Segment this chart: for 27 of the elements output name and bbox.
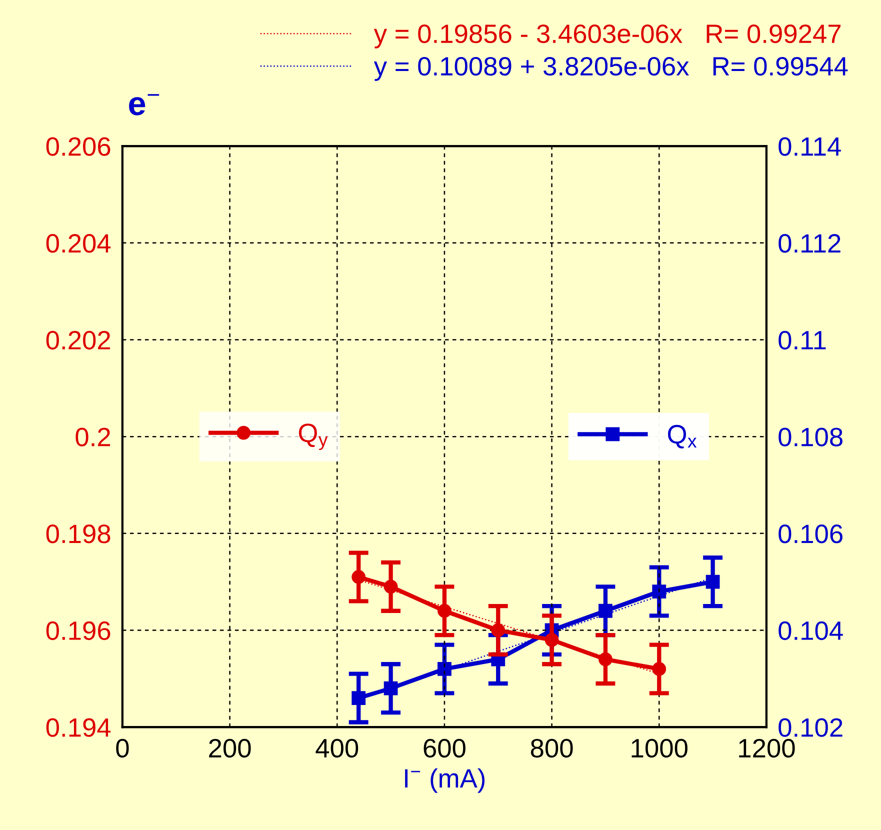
y-tick-label: 0.196 [46,621,110,640]
x-tick-label: 200 [209,738,251,758]
legend-label: y = 0.10089 + 3.8205e-06x R= 0.99544 [374,56,848,81]
x-tick-label: 400 [316,738,358,758]
chart-title: e$^{−}$ [129,94,160,116]
x-tick-label: 1000 [632,738,688,758]
x-tick-label: 800 [530,738,573,758]
legend-label: Q$_{y}$ [298,424,328,450]
y2-tick-label: 0.106 [778,524,842,544]
legend-label: y = 0.19856 - 3.4603e-06x R= 0.99247 [374,24,841,48]
y-tick-label: 0.2 [76,428,110,446]
y2-tick-label: 0.11 [778,330,826,350]
x-axis-title: I$^{−}$ (mA) [405,768,485,793]
legend-label: Q$_{x}$ [668,424,697,448]
y2-tick-label: 0.102 [778,718,842,737]
y2-tick-label: 0.112 [778,234,840,253]
y2-tick-label: 0.114 [778,137,841,156]
x-tick-label: 1200 [739,738,795,758]
y-tick-label: 0.206 [46,137,110,156]
y-tick-label: 0.202 [46,330,110,350]
y-tick-label: 0.198 [46,524,110,544]
x-tick-label: 600 [424,738,466,758]
y2-tick-label: 0.104 [778,621,843,640]
y-tick-label: 0.204 [46,234,111,253]
y2-tick-label: 0.108 [778,428,842,446]
y-tick-label: 0.194 [46,718,111,737]
x-tick-label: 0 [116,738,129,758]
